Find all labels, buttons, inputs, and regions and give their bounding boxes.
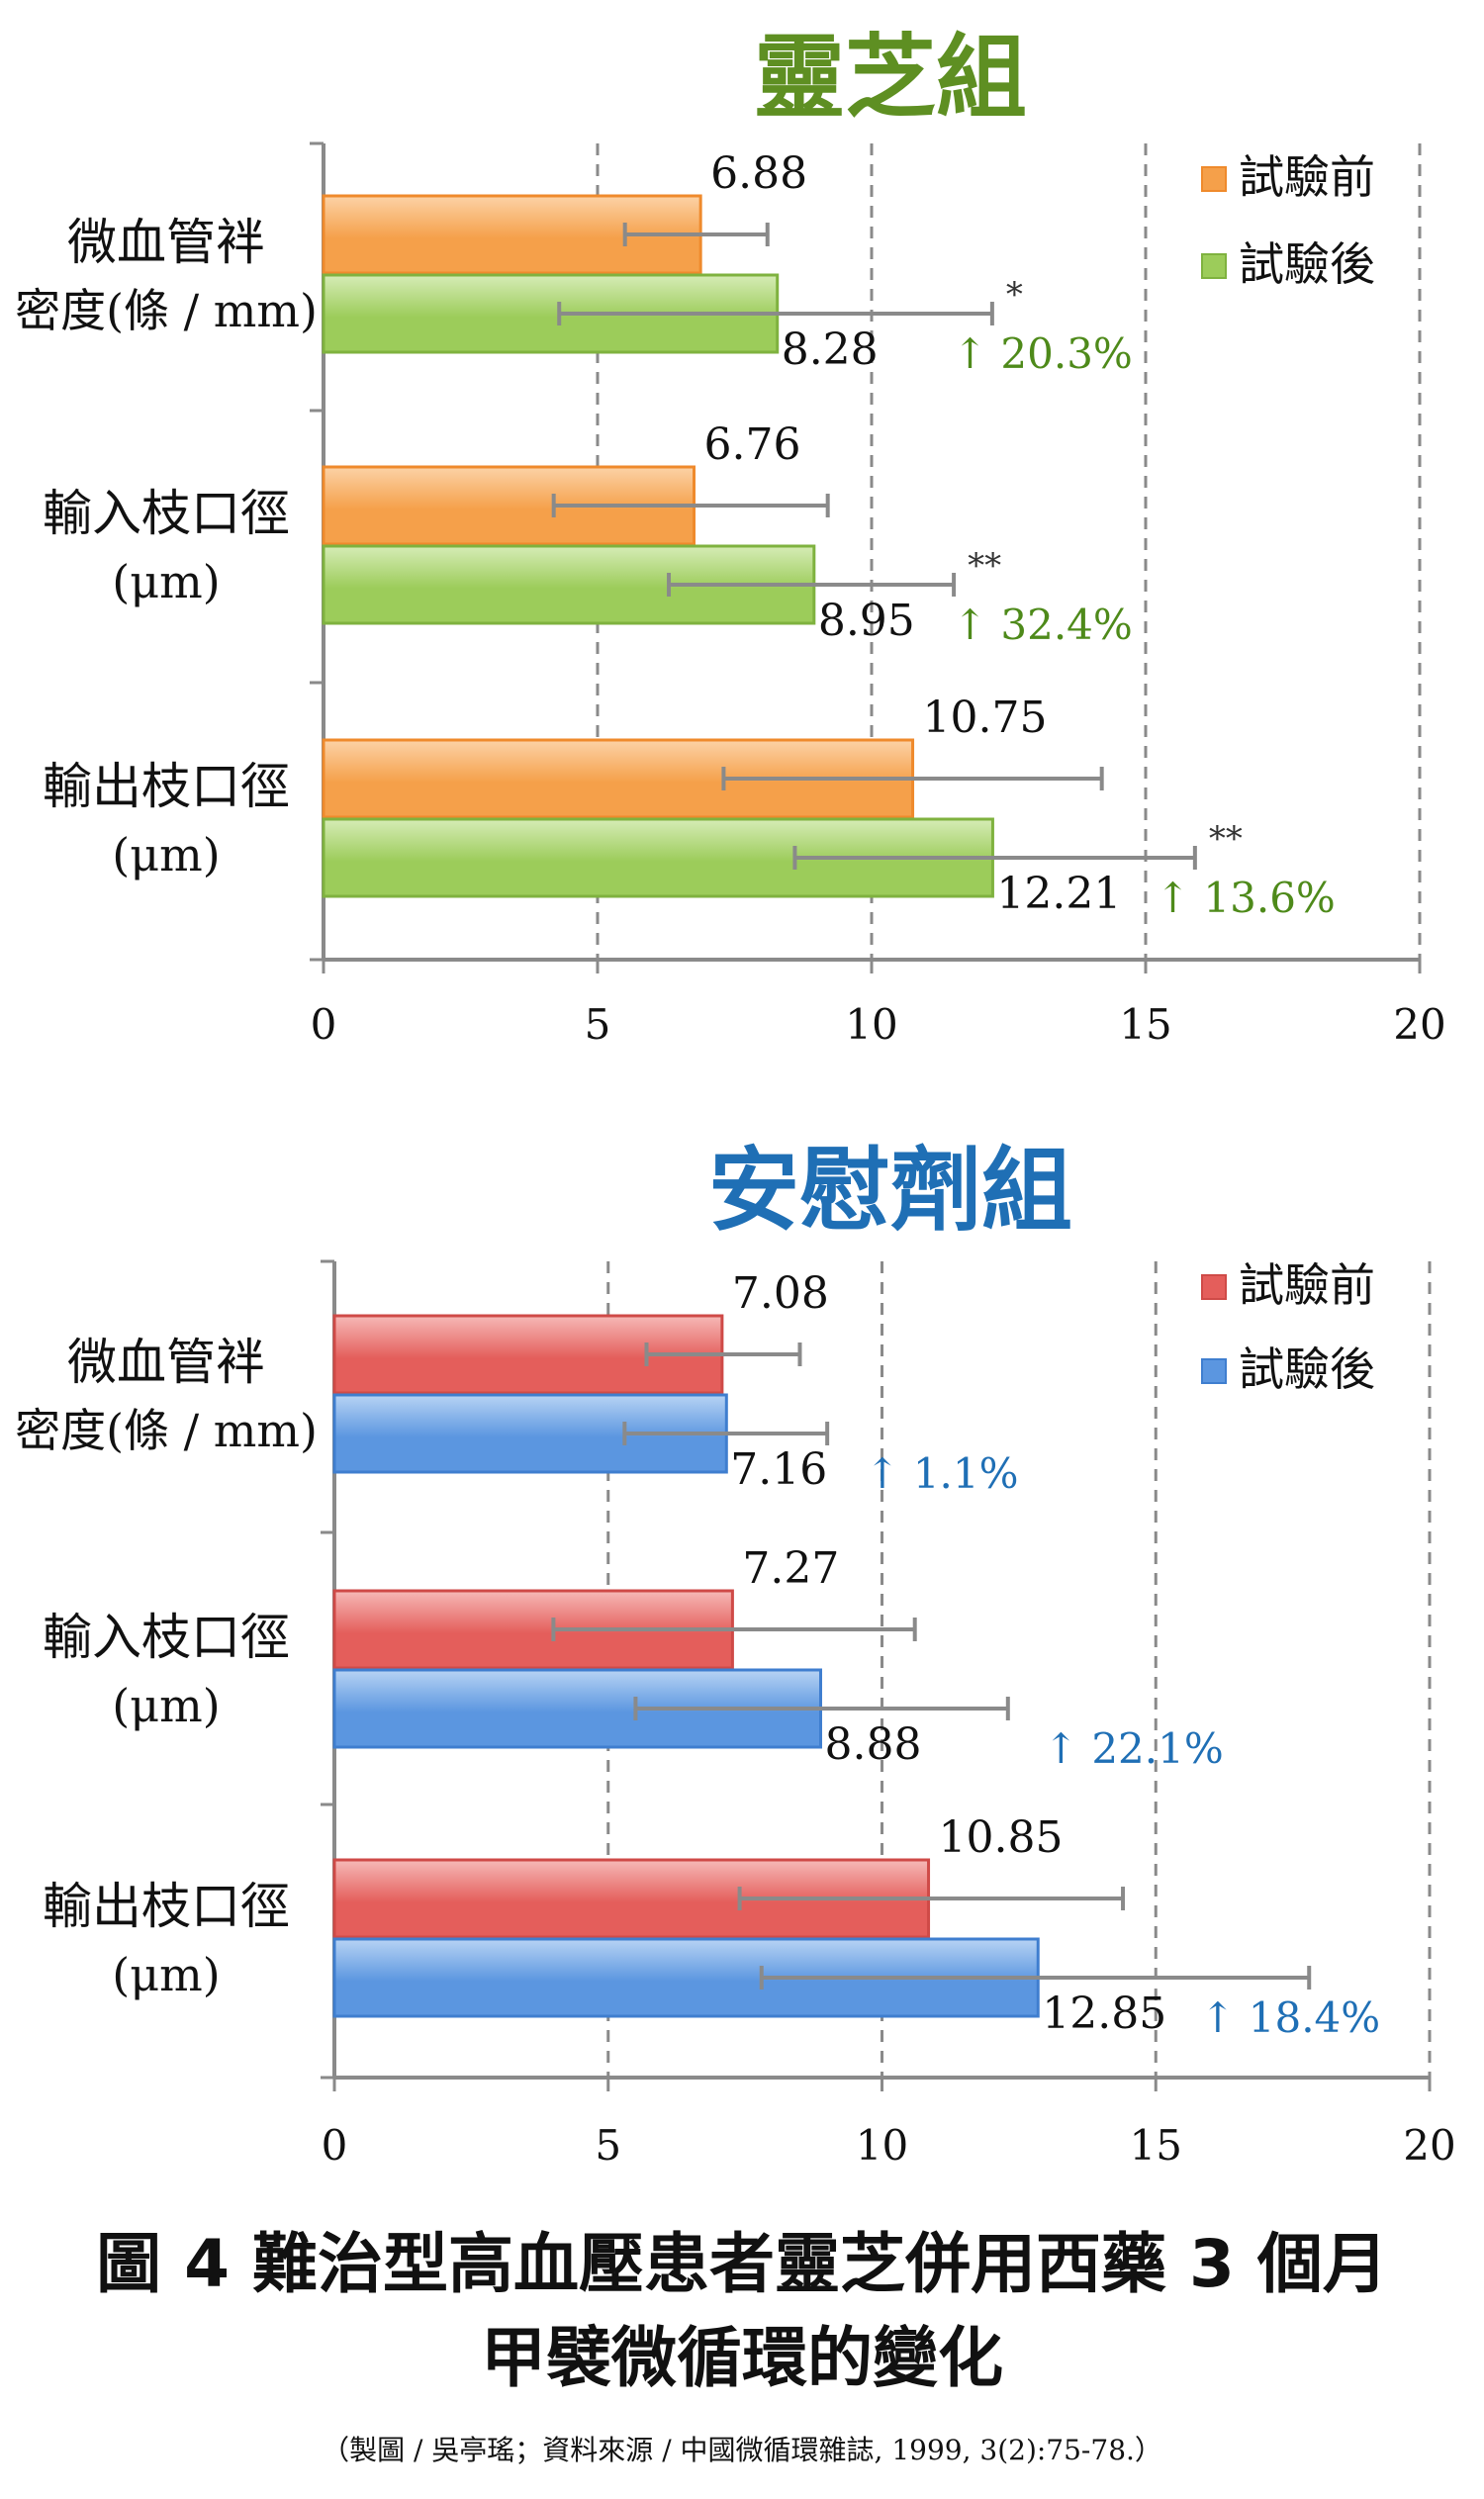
legend-label-after: 試驗後 [1239,237,1375,291]
category-unit-label: (μm) [112,1948,220,2001]
category-unit-label: (μm) [112,828,220,881]
category-label: 輸出枝口徑 [43,1878,290,1935]
x-tick-label: 5 [595,2121,621,2170]
figure-caption-subtitle: 甲襞微循環的變化 [481,2320,1003,2396]
legend-swatch-before [1201,166,1227,192]
x-tick-label: 0 [311,1000,337,1049]
category-label: 微血管袢 [67,1334,265,1391]
x-tick-label: 20 [1403,2121,1455,2170]
significance-marker: ** [968,546,1001,586]
data-label: 8.28 [782,324,879,375]
category-unit-label: 密度(條 / mm) [15,1404,318,1457]
data-label: 6.88 [710,148,807,199]
data-label: 8.95 [818,596,915,646]
percent-change-label: ↑ 32.4% [953,601,1133,649]
x-tick-label: 15 [1130,2121,1182,2170]
significance-marker: ** [1209,819,1243,859]
significance-marker: * [1006,275,1023,315]
percent-change-label: ↑ 20.3% [953,329,1133,378]
data-label: 12.21 [996,869,1121,919]
category-label: 輸入枝口徑 [43,1609,290,1666]
data-label: 12.85 [1042,1989,1166,2039]
chart-title-1: 靈芝組 [754,25,1027,131]
legend-swatch-before [1201,1274,1227,1300]
x-tick-label: 20 [1393,1000,1445,1049]
category-unit-label: (μm) [112,555,220,608]
percent-change-label: ↑ 13.6% [1156,874,1336,922]
category-unit-label: (μm) [112,1679,220,1732]
data-label: 8.88 [825,1719,922,1770]
chart-title-2: 安慰劑組 [708,1138,1072,1244]
data-label: 10.75 [923,693,1048,743]
category-label: 微血管袢 [67,214,265,271]
data-label: 7.08 [732,1268,829,1319]
x-tick-label: 10 [856,2121,908,2170]
percent-change-label: ↑ 22.1% [1044,1724,1224,1773]
bar-after [322,544,816,625]
category-label: 輸入枝口徑 [43,485,290,542]
data-label: 7.16 [730,1444,827,1495]
legend-swatch-after [1201,253,1227,279]
legend-label-before: 試驗前 [1239,150,1375,204]
category-unit-label: 密度(條 / mm) [15,284,318,337]
x-tick-label: 0 [322,2121,348,2170]
x-tick-label: 15 [1119,1000,1171,1049]
figure-caption-title: 圖 4 難治型高血壓患者靈芝併用西藥 3 個月 [96,2226,1388,2302]
percent-change-label: ↑ 1.1% [865,1449,1018,1498]
category-label: 輸出枝口徑 [43,758,290,815]
legend-label-after: 試驗後 [1239,1342,1375,1396]
data-label: 10.85 [939,1812,1064,1863]
percent-change-label: ↑ 18.4% [1200,1993,1380,2042]
x-tick-label: 10 [845,1000,897,1049]
legend-label-before: 試驗前 [1239,1258,1375,1312]
legend-swatch-after [1201,1358,1227,1384]
data-label: 7.27 [742,1543,839,1594]
x-tick-label: 5 [585,1000,611,1049]
figure-source-note: （製圖 / 吳亭瑤；資料來源 / 中國微循環雜誌, 1999, 3(2):75-… [322,2434,1162,2466]
data-label: 6.76 [704,419,801,470]
